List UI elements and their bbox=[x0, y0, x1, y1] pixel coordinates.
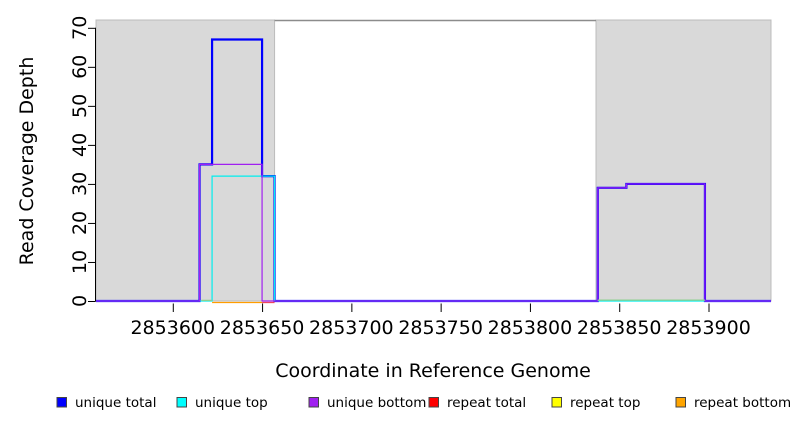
legend-label: repeat total bbox=[447, 395, 526, 411]
legend-swatch-unique-bottom bbox=[308, 397, 319, 408]
y-tick-label: 70 bbox=[69, 16, 91, 40]
legend-item-unique-total: unique total bbox=[56, 395, 156, 411]
x-tick-label: 2853900 bbox=[666, 317, 751, 339]
x-tick-label: 2853850 bbox=[577, 317, 662, 339]
series-unique-bottom bbox=[96, 163, 771, 302]
legend-label: unique top bbox=[195, 395, 268, 411]
legend-item-repeat-total: repeat total bbox=[428, 395, 526, 411]
x-tick-label: 2853600 bbox=[130, 317, 215, 339]
legend-item-repeat-top: repeat top bbox=[551, 395, 640, 411]
shaded-right-region bbox=[595, 19, 772, 302]
legend-item-unique-top: unique top bbox=[176, 395, 268, 411]
y-tick-label: 30 bbox=[69, 172, 91, 196]
y-tick-label: 60 bbox=[69, 55, 91, 79]
legend-swatch-repeat-top bbox=[551, 397, 562, 408]
y-tick-label: 50 bbox=[69, 94, 91, 118]
legend-item-unique-bottom: unique bottom bbox=[308, 395, 426, 411]
legend: unique total unique top unique bottom repea… bbox=[56, 395, 791, 411]
x-tick-label: 2853650 bbox=[220, 317, 305, 339]
y-tick-label: 10 bbox=[69, 250, 91, 274]
legend-item-repeat-bottom: repeat bottom bbox=[675, 395, 791, 411]
legend-swatch-repeat-total bbox=[428, 397, 439, 408]
shaded-left-region bbox=[95, 19, 276, 302]
legend-swatch-unique-total bbox=[56, 397, 67, 408]
x-tick-label: 2853750 bbox=[398, 317, 483, 339]
y-tick-label: 20 bbox=[69, 211, 91, 235]
y-axis-title: Read Coverage Depth bbox=[16, 57, 38, 266]
y-tick-label: 40 bbox=[69, 133, 91, 157]
x-tick-label: 2853700 bbox=[309, 317, 394, 339]
series-layer bbox=[96, 38, 771, 304]
legend-label: unique total bbox=[75, 395, 156, 411]
legend-label: repeat bottom bbox=[694, 395, 791, 411]
x-tick-label: 2853800 bbox=[488, 317, 573, 339]
x-axis-title: Coordinate in Reference Genome bbox=[275, 360, 591, 382]
legend-label: repeat top bbox=[570, 395, 640, 411]
legend-swatch-repeat-bottom bbox=[675, 397, 686, 408]
legend-label: unique bottom bbox=[327, 395, 426, 411]
legend-swatch-unique-top bbox=[176, 397, 187, 408]
shaded-regions-layer bbox=[95, 19, 772, 302]
y-tick-label: 0 bbox=[69, 295, 91, 307]
